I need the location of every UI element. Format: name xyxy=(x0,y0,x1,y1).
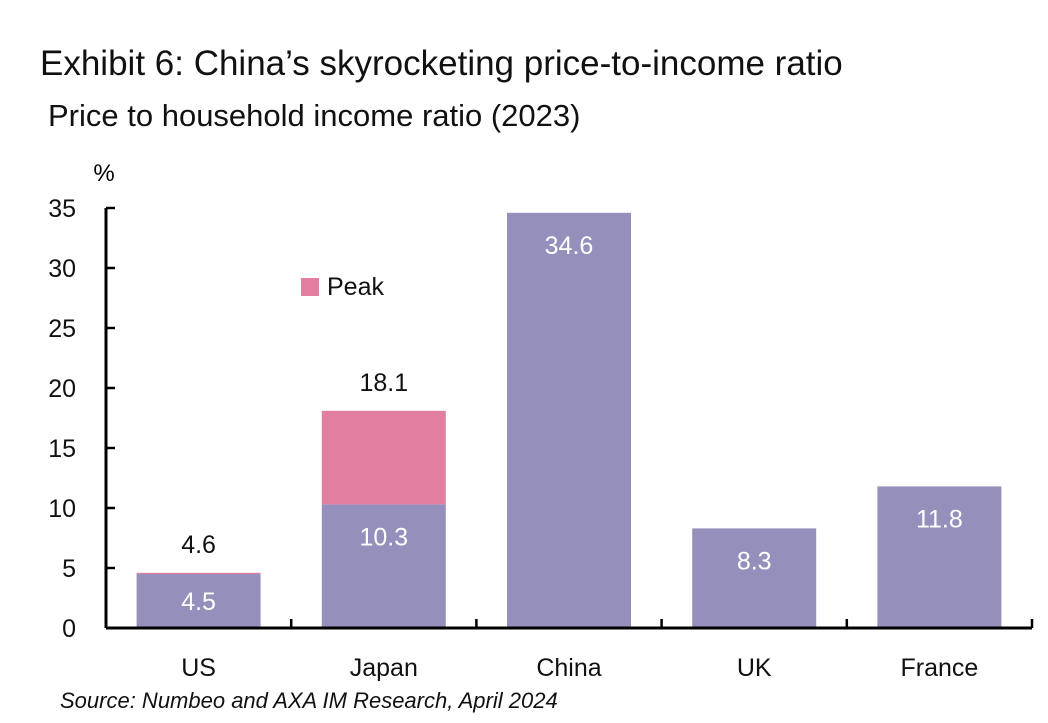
data-label-base: 10.3 xyxy=(359,523,408,551)
axes-group: US Japan China UK France 0 5 10 15 20 25 30 35 xyxy=(48,195,1034,682)
y-tick-label: 30 xyxy=(48,255,76,283)
x-tick-label: France xyxy=(900,654,978,682)
data-label-base: 4.5 xyxy=(181,588,216,616)
y-tick-label: 20 xyxy=(48,375,76,403)
x-tick-label: UK xyxy=(737,654,772,682)
bar-japan-peak xyxy=(321,410,446,505)
x-tick-label: China xyxy=(536,654,601,682)
legend-swatch-peak xyxy=(301,278,319,296)
x-tick-label: Japan xyxy=(350,654,418,682)
data-label-peak: 4.6 xyxy=(181,531,216,559)
source-note: Source: Numbeo and AXA IM Research, Apri… xyxy=(60,688,558,713)
y-tick-label: 10 xyxy=(48,495,76,523)
data-label-peak: 18.1 xyxy=(359,369,408,397)
bar-japan-base xyxy=(321,504,446,628)
data-label-base: 8.3 xyxy=(737,547,772,575)
data-label-base: 34.6 xyxy=(545,232,594,260)
y-axis-unit-label: % xyxy=(93,160,114,187)
x-tick-label: US xyxy=(181,654,216,682)
data-label-base: 11.8 xyxy=(916,505,963,533)
chart-title: Exhibit 6: China’s skyrocketing price-to… xyxy=(40,44,843,83)
y-tick-label: 5 xyxy=(62,555,76,583)
chart-subtitle: Price to household income ratio (2023) xyxy=(48,98,581,133)
data-labels-group: 4.5 4.6 10.3 18.1 34.6 8.3 11.8 xyxy=(181,232,963,616)
y-tick-label: 15 xyxy=(48,435,76,463)
legend-label-peak: Peak xyxy=(327,273,384,301)
y-tick-label: 25 xyxy=(48,315,76,343)
bar-china-base xyxy=(507,212,631,629)
bar-france-base xyxy=(877,486,1002,628)
bar-us-base xyxy=(136,574,261,628)
bars-group xyxy=(136,212,1002,629)
y-tick-label: 35 xyxy=(48,195,76,223)
legend: Peak xyxy=(301,273,384,301)
y-tick-label: 0 xyxy=(62,615,76,643)
bar-us-peak xyxy=(136,572,261,574)
bar-uk-base xyxy=(692,528,817,628)
